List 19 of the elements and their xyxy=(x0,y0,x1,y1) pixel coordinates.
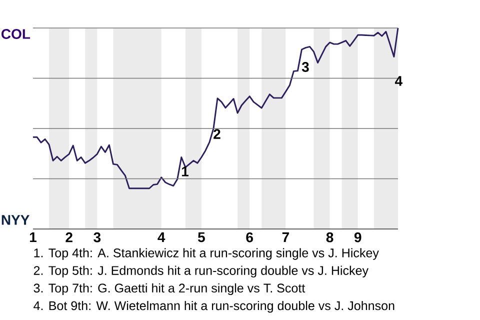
annotation: 1 xyxy=(182,166,188,176)
x-tick-label: 3 xyxy=(94,232,101,242)
x-tick-label: 7 xyxy=(282,232,289,242)
x-tick-label: 2 xyxy=(66,232,72,242)
x-tick-label: 5 xyxy=(198,232,205,242)
x-tick-label: 8 xyxy=(326,232,334,242)
annotation: 2 xyxy=(214,129,220,139)
text: NYY xyxy=(2,215,30,225)
x-tick-label: 1 xyxy=(30,232,36,242)
text: 4. Bot 9th: W. Wietelmann hit a run-scoring double vs J. Johnson xyxy=(34,300,394,313)
x-tick-label: 4 xyxy=(158,232,166,242)
annotation: 3 xyxy=(302,62,309,72)
x-tick-label: 9 xyxy=(354,232,362,242)
text: 3. Top 7th: G. Gaetti hit a 2-run single vs T. Scott xyxy=(34,283,306,296)
x-tick-label: 6 xyxy=(246,232,253,242)
text: 1. Top 4th: A. Stankiewicz hit a run-scoring single vs J. Hickey xyxy=(34,248,379,260)
text: COL xyxy=(2,29,30,39)
annotation: 4 xyxy=(394,76,402,86)
text: 2. Top 5th: J. Edmonds hit a run-scoring double vs J. Hickey xyxy=(34,266,368,278)
